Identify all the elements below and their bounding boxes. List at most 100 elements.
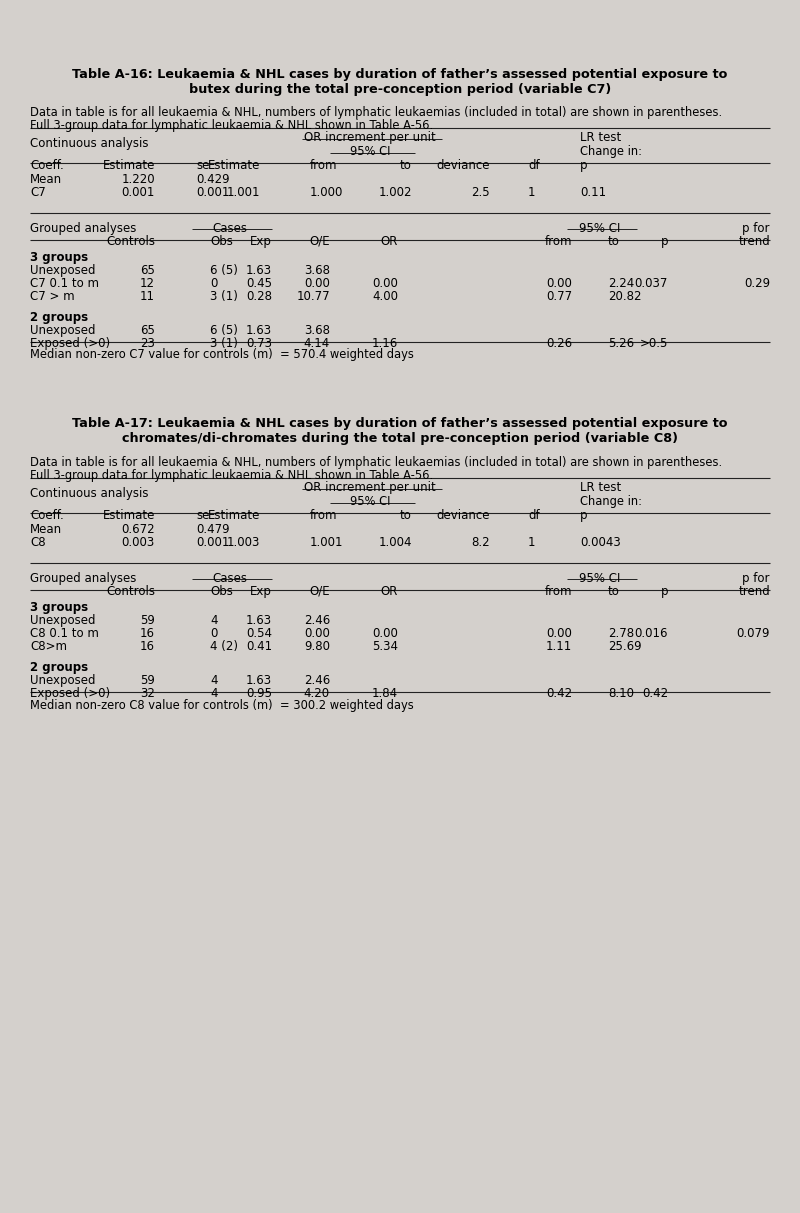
Text: 1.004: 1.004 <box>378 536 412 549</box>
Text: Full 3-group data for lymphatic leukaemia & NHL shown in Table A-56.: Full 3-group data for lymphatic leukaemi… <box>30 119 433 132</box>
Text: 95% CI: 95% CI <box>579 573 621 585</box>
Text: Exposed (>0): Exposed (>0) <box>30 337 110 351</box>
Text: Grouped analyses: Grouped analyses <box>30 222 136 235</box>
Text: OR: OR <box>381 585 398 598</box>
Text: 0.0043: 0.0043 <box>580 536 621 549</box>
Text: 1.84: 1.84 <box>372 687 398 700</box>
Text: p: p <box>580 159 587 172</box>
Text: 4: 4 <box>210 687 218 700</box>
Text: 1.000: 1.000 <box>310 186 343 199</box>
Text: 0.001: 0.001 <box>196 536 230 549</box>
Text: C7 0.1 to m: C7 0.1 to m <box>30 277 99 290</box>
Text: 0.00: 0.00 <box>546 277 572 290</box>
Text: 5.34: 5.34 <box>372 640 398 653</box>
Text: 0.00: 0.00 <box>546 627 572 640</box>
Text: Controls: Controls <box>106 585 155 598</box>
Text: 23: 23 <box>140 337 155 351</box>
Text: 1.63: 1.63 <box>246 614 272 627</box>
Text: 95% CI: 95% CI <box>579 222 621 235</box>
Text: Change in:: Change in: <box>580 146 642 158</box>
Text: 2 groups: 2 groups <box>30 311 88 324</box>
Text: deviance: deviance <box>437 159 490 172</box>
Text: 1: 1 <box>528 536 535 549</box>
Text: Continuous analysis: Continuous analysis <box>30 137 149 150</box>
Text: 2.46: 2.46 <box>304 614 330 627</box>
Text: 95% CI: 95% CI <box>350 495 390 508</box>
Text: trend: trend <box>738 235 770 247</box>
Text: O/E: O/E <box>310 585 330 598</box>
Text: Exposed (>0): Exposed (>0) <box>30 687 110 700</box>
Text: 2.46: 2.46 <box>304 674 330 687</box>
Text: >0.5: >0.5 <box>640 337 668 351</box>
Text: Coeff.: Coeff. <box>30 159 64 172</box>
Text: 0: 0 <box>210 277 218 290</box>
Text: Estimate: Estimate <box>102 159 155 172</box>
Text: Data in table is for all leukaemia & NHL, numbers of lymphatic leukaemias (inclu: Data in table is for all leukaemia & NHL… <box>30 106 722 119</box>
Text: 16: 16 <box>140 627 155 640</box>
Text: Obs: Obs <box>210 585 233 598</box>
Text: 1.11: 1.11 <box>546 640 572 653</box>
Text: Cases: Cases <box>213 222 247 235</box>
Text: 59: 59 <box>140 674 155 687</box>
Text: 3 (1): 3 (1) <box>210 337 238 351</box>
Text: 9.80: 9.80 <box>304 640 330 653</box>
Text: 0.26: 0.26 <box>546 337 572 351</box>
Text: 0.079: 0.079 <box>737 627 770 640</box>
Text: Change in:: Change in: <box>580 495 642 508</box>
Text: from: from <box>310 509 338 522</box>
Text: 0.001: 0.001 <box>196 186 230 199</box>
Text: 95% CI: 95% CI <box>350 146 390 158</box>
Text: 32: 32 <box>140 687 155 700</box>
Text: from: from <box>545 235 572 247</box>
Text: 3 (1): 3 (1) <box>210 290 238 303</box>
Text: p: p <box>661 585 668 598</box>
Text: 2.24: 2.24 <box>608 277 634 290</box>
Text: 0.54: 0.54 <box>246 627 272 640</box>
Text: 0.42: 0.42 <box>642 687 668 700</box>
Text: Mean: Mean <box>30 173 62 186</box>
Text: Unexposed: Unexposed <box>30 614 95 627</box>
Text: 11: 11 <box>140 290 155 303</box>
Text: Median non-zero C7 value for controls (m)  = 570.4 weighted days: Median non-zero C7 value for controls (m… <box>30 348 414 361</box>
Text: Estimate: Estimate <box>208 159 260 172</box>
Text: 0.016: 0.016 <box>634 627 668 640</box>
Text: LR test: LR test <box>580 131 622 144</box>
Text: OR: OR <box>381 235 398 247</box>
Text: 1.63: 1.63 <box>246 264 272 277</box>
Text: Grouped analyses: Grouped analyses <box>30 573 136 585</box>
Text: Unexposed: Unexposed <box>30 674 95 687</box>
Text: 0.95: 0.95 <box>246 687 272 700</box>
Text: 5.26: 5.26 <box>608 337 634 351</box>
Text: OR increment per unit: OR increment per unit <box>304 482 436 494</box>
Text: 1.001: 1.001 <box>226 186 260 199</box>
Text: 0.11: 0.11 <box>580 186 606 199</box>
Text: 0.00: 0.00 <box>372 277 398 290</box>
Text: 59: 59 <box>140 614 155 627</box>
Text: 0.00: 0.00 <box>304 627 330 640</box>
Text: 0.00: 0.00 <box>372 627 398 640</box>
Text: p for: p for <box>742 222 770 235</box>
Text: from: from <box>545 585 572 598</box>
Text: 4.20: 4.20 <box>304 687 330 700</box>
Text: 6 (5): 6 (5) <box>210 324 238 337</box>
Text: C8 0.1 to m: C8 0.1 to m <box>30 627 99 640</box>
Text: 8.10: 8.10 <box>608 687 634 700</box>
Text: C7: C7 <box>30 186 46 199</box>
Text: 10.77: 10.77 <box>296 290 330 303</box>
Text: 0.672: 0.672 <box>122 523 155 536</box>
Text: 4.14: 4.14 <box>304 337 330 351</box>
Text: df: df <box>528 159 540 172</box>
Text: OR increment per unit: OR increment per unit <box>304 131 436 144</box>
Text: 2.5: 2.5 <box>471 186 490 199</box>
Text: Coeff.: Coeff. <box>30 509 64 522</box>
Text: 1.63: 1.63 <box>246 324 272 337</box>
Text: se: se <box>196 509 210 522</box>
Text: 16: 16 <box>140 640 155 653</box>
Text: Full 3-group data for lymphatic leukaemia & NHL shown in Table A-56.: Full 3-group data for lymphatic leukaemi… <box>30 469 433 482</box>
Text: 0.037: 0.037 <box>634 277 668 290</box>
Text: p for: p for <box>742 573 770 585</box>
Text: 2 groups: 2 groups <box>30 661 88 674</box>
Text: 0.77: 0.77 <box>546 290 572 303</box>
Text: 1.220: 1.220 <box>122 173 155 186</box>
Text: C8: C8 <box>30 536 46 549</box>
